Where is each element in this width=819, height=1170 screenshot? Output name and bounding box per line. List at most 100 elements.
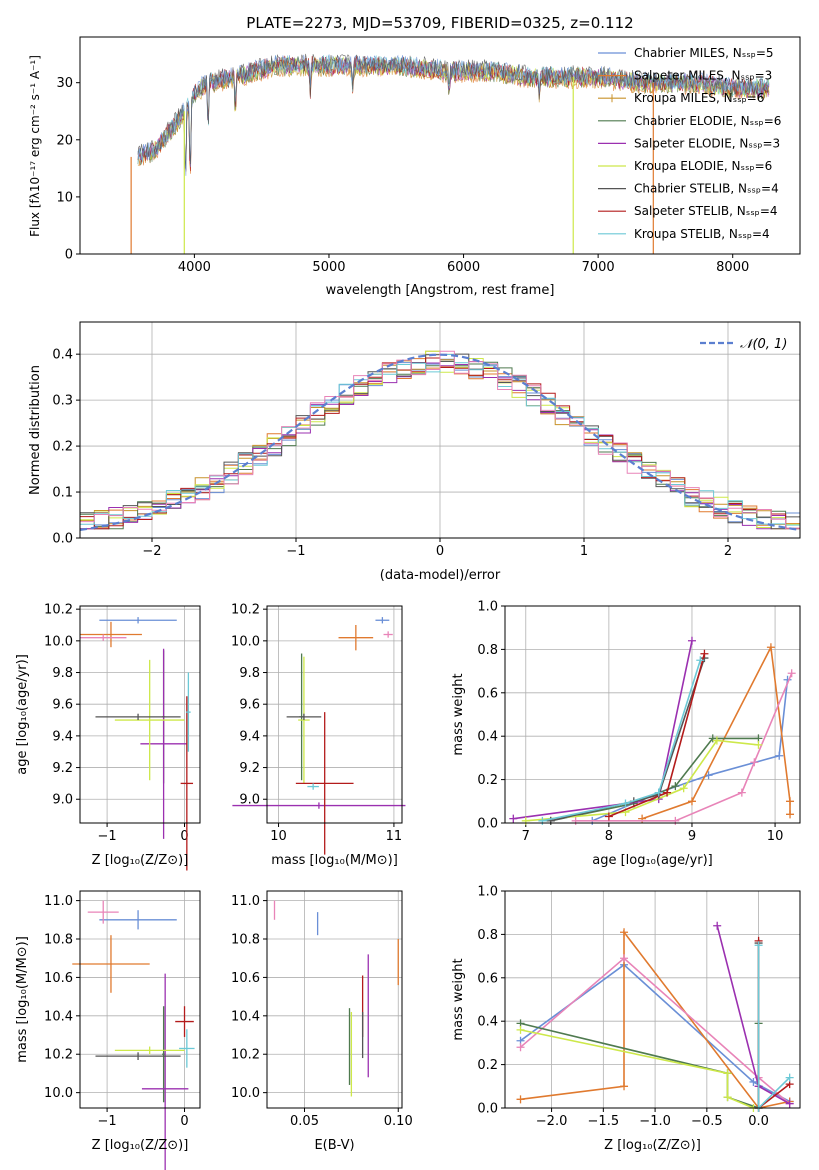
y-tick-label: 0.4 <box>477 1015 498 1030</box>
y-tick-label: 9.0 <box>239 793 260 808</box>
mass-Z-panel: −1 0 10.0 10.2 10.4 10.6 10.8 11.0 Z [log₁₀(Z/Z⊙… <box>15 890 201 1170</box>
x-tick-label: 5000 <box>312 260 345 275</box>
y-tick-label: 9.0 <box>52 793 73 808</box>
y-tick-label: 9.4 <box>52 729 73 744</box>
y-tick-label: 0.0 <box>477 1102 498 1117</box>
y-tick-label: 0.1 <box>52 486 73 501</box>
y-tick-label: 30 <box>56 76 73 91</box>
weight-marker <box>516 1025 525 1034</box>
mw-Z-panel: −2.0 −1.5 −1.0 −0.5 0.0 0.0 0.2 0.4 0.6 0.8 1.0 Z [… <box>451 885 801 1153</box>
y-tick-label: 10.0 <box>44 634 73 649</box>
x-tick-label: 9 <box>688 829 696 844</box>
weight-line-PINK <box>575 672 793 822</box>
y-tick-label: 0.0 <box>52 532 73 547</box>
weight-marker <box>571 816 580 825</box>
weight-line-KE <box>520 1029 754 1109</box>
y-tick-label: 1.0 <box>477 600 498 615</box>
legend-label: Salpeter MILES, Nₛₛₚ=3 <box>634 69 772 83</box>
y-tick-label: 10.0 <box>231 1086 260 1101</box>
spectrum-title: PLATE=2273, MJD=53709, FIBERID=0325, z=0… <box>246 14 633 32</box>
y-tick-label: 9.2 <box>52 761 73 776</box>
weight-marker <box>786 797 795 806</box>
mw-age-xlabel: age [log₁₀(age/yr)] <box>592 853 713 868</box>
weight-marker <box>687 797 696 806</box>
weight-marker <box>749 1077 758 1086</box>
spectrum-xlabel: wavelength [Angstrom, rest frame] <box>326 283 555 298</box>
age-Z-frame <box>79 605 201 824</box>
mw-Z-xlabel: Z [log₁₀(Z/Z⊙)] <box>604 1138 701 1153</box>
x-tick-label: −0.5 <box>691 1114 723 1129</box>
legend-label: Chabrier STELIB, Nₛₛₚ=4 <box>634 182 779 196</box>
y-tick-label: 9.6 <box>239 698 260 713</box>
x-tick-label: −1.5 <box>588 1114 620 1129</box>
y-tick-label: 0.3 <box>52 394 73 409</box>
y-tick-label: 0.2 <box>477 1058 498 1073</box>
weight-marker <box>620 1082 629 1091</box>
mass-Z-xlabel: Z [log₁₀(Z/Z⊙)] <box>92 1138 189 1153</box>
legend-label: 𝒩(0, 1) <box>740 337 787 352</box>
mass-ebv-frame <box>266 890 403 1109</box>
weight-marker <box>750 758 759 767</box>
weight-marker <box>654 788 663 797</box>
weight-marker <box>737 788 746 797</box>
weight-marker <box>538 816 547 825</box>
y-tick-label: 0.4 <box>52 348 73 363</box>
y-tick-label: 10.4 <box>231 1009 260 1024</box>
y-tick-label: 9.2 <box>239 761 260 776</box>
weight-marker <box>785 1073 794 1082</box>
mw-age-panel: 7 8 9 10 0.0 0.2 0.4 0.6 0.8 1.0 age [log₁₀(age/yr… <box>451 600 801 868</box>
weight-marker <box>700 649 709 658</box>
x-tick-label: 4000 <box>178 260 211 275</box>
weight-marker <box>723 1069 732 1078</box>
mw-age-frame <box>504 605 801 824</box>
x-tick-label: −2.0 <box>536 1114 568 1129</box>
x-tick-label: 10 <box>767 829 784 844</box>
weight-marker <box>516 1043 525 1052</box>
y-tick-label: 10.6 <box>231 971 260 986</box>
weight-marker <box>687 636 696 645</box>
x-tick-label: 0.10 <box>384 1114 413 1129</box>
weight-marker <box>766 643 775 652</box>
y-tick-label: 10.2 <box>231 1048 260 1063</box>
y-tick-label: 20 <box>56 133 73 148</box>
spectrum-frame <box>79 36 801 255</box>
residual-panel: −2 −1 0 1 2 0.0 0.1 0.2 0.3 0.4 (data-model)/erro… <box>28 321 801 583</box>
weight-marker <box>786 810 795 819</box>
y-tick-label: 10.6 <box>44 971 73 986</box>
y-tick-label: 9.4 <box>239 729 260 744</box>
x-tick-label: 8 <box>605 829 613 844</box>
mass-Z-ylabel: mass [log₁₀(M/M⊙)] <box>15 936 30 1063</box>
age-mass-frame <box>266 605 403 824</box>
legend-label: Salpeter STELIB, Nₛₛₚ=4 <box>634 204 778 218</box>
x-tick-label: 0.0 <box>748 1114 769 1129</box>
age-Z-xlabel: Z [log₁₀(Z/Z⊙)] <box>92 853 189 868</box>
y-tick-label: 11.0 <box>44 894 73 909</box>
weight-marker <box>696 656 705 665</box>
weight-marker <box>671 816 680 825</box>
y-tick-label: 0.2 <box>52 440 73 455</box>
age-mass-xlabel: mass [log₁₀(M/M⊙)] <box>271 853 398 868</box>
x-tick-label: 11 <box>386 829 403 844</box>
legend-label: Salpeter ELODIE, Nₛₛₚ=3 <box>634 136 780 150</box>
residual-xlabel: (data-model)/error <box>380 568 501 583</box>
age-Z-panel: −1 0 9.0 9.2 9.4 9.6 9.8 10.0 10.2 Z [log₁₀(Z/Z⊙)… <box>15 603 201 871</box>
weight-marker <box>620 928 629 937</box>
y-tick-label: 0.6 <box>477 686 498 701</box>
weight-marker <box>708 734 717 743</box>
y-tick-label: 9.8 <box>239 666 260 681</box>
histogram-step-PINK <box>80 350 800 530</box>
y-tick-label: 10.0 <box>44 1086 73 1101</box>
residual-ylabel: Normed distribution <box>28 365 43 495</box>
x-tick-label: −2 <box>142 544 161 559</box>
spectrum-panel: PLATE=2273, MJD=53709, FIBERID=0325, z=0… <box>28 14 801 298</box>
y-tick-label: 0.6 <box>477 971 498 986</box>
weight-marker <box>509 814 518 823</box>
weight-marker <box>754 740 763 749</box>
mass-ebv-panel: 0.05 0.10 10.0 10.2 10.4 10.6 10.8 11.0 E(B-V) <box>231 890 413 1153</box>
mw-age-ylabel: mass weight <box>451 673 466 755</box>
y-tick-label: 1.0 <box>477 885 498 900</box>
weight-marker <box>516 1095 525 1104</box>
y-tick-label: 0.2 <box>477 773 498 788</box>
weight-line-PINK <box>519 957 791 1105</box>
